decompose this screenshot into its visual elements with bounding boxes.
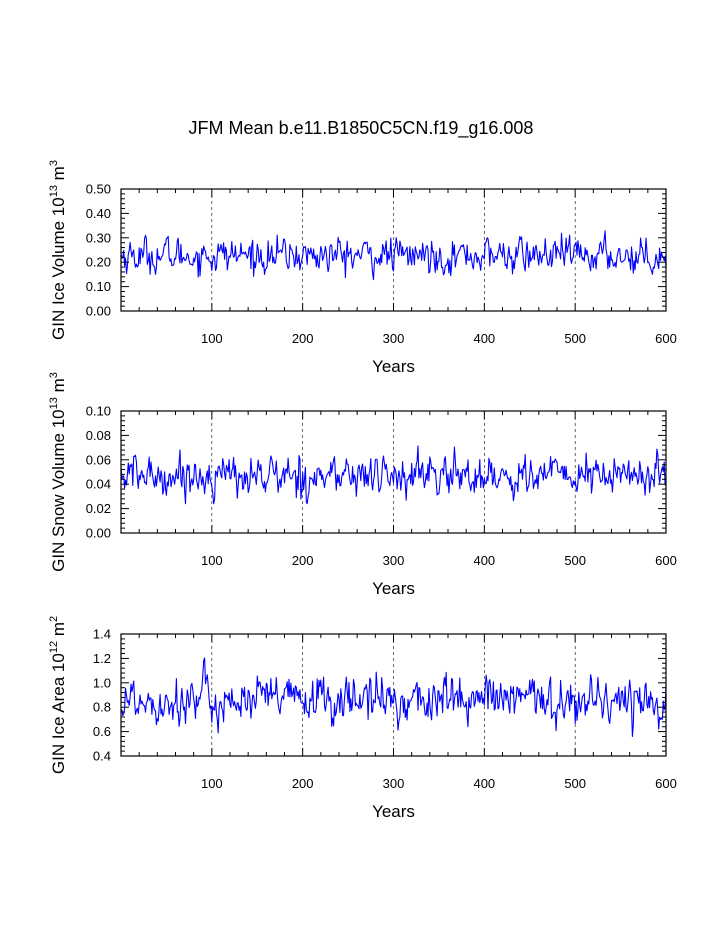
x-tick-label: 500 xyxy=(564,331,586,346)
x-tick-label: 100 xyxy=(201,553,223,568)
x-tick-label: 400 xyxy=(473,776,495,791)
y-tick-label: 0.30 xyxy=(86,230,111,245)
x-tick-label: 500 xyxy=(564,553,586,568)
y-tick-label: 0.06 xyxy=(86,452,111,467)
x-tick-label: 200 xyxy=(292,553,314,568)
y-tick-label: 1.0 xyxy=(93,675,111,690)
x-tick-label: 600 xyxy=(655,553,677,568)
x-tick-label: 100 xyxy=(201,776,223,791)
y-tick-label: 0.20 xyxy=(86,255,111,270)
x-tick-label: 400 xyxy=(473,331,495,346)
chart-panel-2: 100 200 300 400 500 600 0.00 0.02 0.04 0.06 0.08 0.… xyxy=(48,372,677,598)
x-axis-title: Years xyxy=(372,802,415,821)
y-tick-label: 0.04 xyxy=(86,477,111,492)
chart-panel-3: 100 200 300 400 500 600 0.4 0.6 0.8 1.0 1.2 1.4 Year… xyxy=(48,616,677,821)
chart-panel-1: 100 200 300 400 500 600 0.00 0.10 0.20 0.30 0.40 0.… xyxy=(48,160,677,376)
x-tick-label: 300 xyxy=(383,553,405,568)
y-axis-title: GIN Snow Volume 1013 m3 xyxy=(48,372,68,572)
y-tick-label: 0.4 xyxy=(93,749,111,764)
y-axis-title: GIN Ice Area 1012 m2 xyxy=(48,616,68,774)
x-tick-label: 600 xyxy=(655,776,677,791)
y-tick-label: 0.8 xyxy=(93,700,111,715)
series-line xyxy=(120,657,667,738)
y-tick-label: 0.40 xyxy=(86,206,111,221)
x-tick-label: 200 xyxy=(292,776,314,791)
x-tick-label: 300 xyxy=(383,331,405,346)
y-tick-label: 0.10 xyxy=(86,279,111,294)
y-axis-title: GIN Ice Volume 1013 m3 xyxy=(48,160,68,340)
x-tick-label: 400 xyxy=(473,553,495,568)
x-tick-label: 300 xyxy=(383,776,405,791)
y-tick-label: 0.08 xyxy=(86,428,111,443)
y-tick-label: 0.6 xyxy=(93,724,111,739)
x-tick-label: 500 xyxy=(564,776,586,791)
series-line xyxy=(120,230,667,281)
x-tick-label: 600 xyxy=(655,331,677,346)
y-tick-label: 0.00 xyxy=(86,304,111,319)
figure-title: JFM Mean b.e11.B1850C5CN.f19_g16.008 xyxy=(189,118,534,139)
y-tick-label: 0.00 xyxy=(86,526,111,541)
y-tick-label: 0.02 xyxy=(86,501,111,516)
x-tick-label: 200 xyxy=(292,331,314,346)
y-tick-label: 1.4 xyxy=(93,627,111,642)
y-tick-label: 1.2 xyxy=(93,651,111,666)
x-tick-label: 100 xyxy=(201,331,223,346)
x-axis-title: Years xyxy=(372,579,415,598)
y-tick-label: 0.10 xyxy=(86,404,111,419)
series-line xyxy=(120,445,667,505)
y-tick-label: 0.50 xyxy=(86,182,111,197)
x-axis-title: Years xyxy=(372,357,415,376)
